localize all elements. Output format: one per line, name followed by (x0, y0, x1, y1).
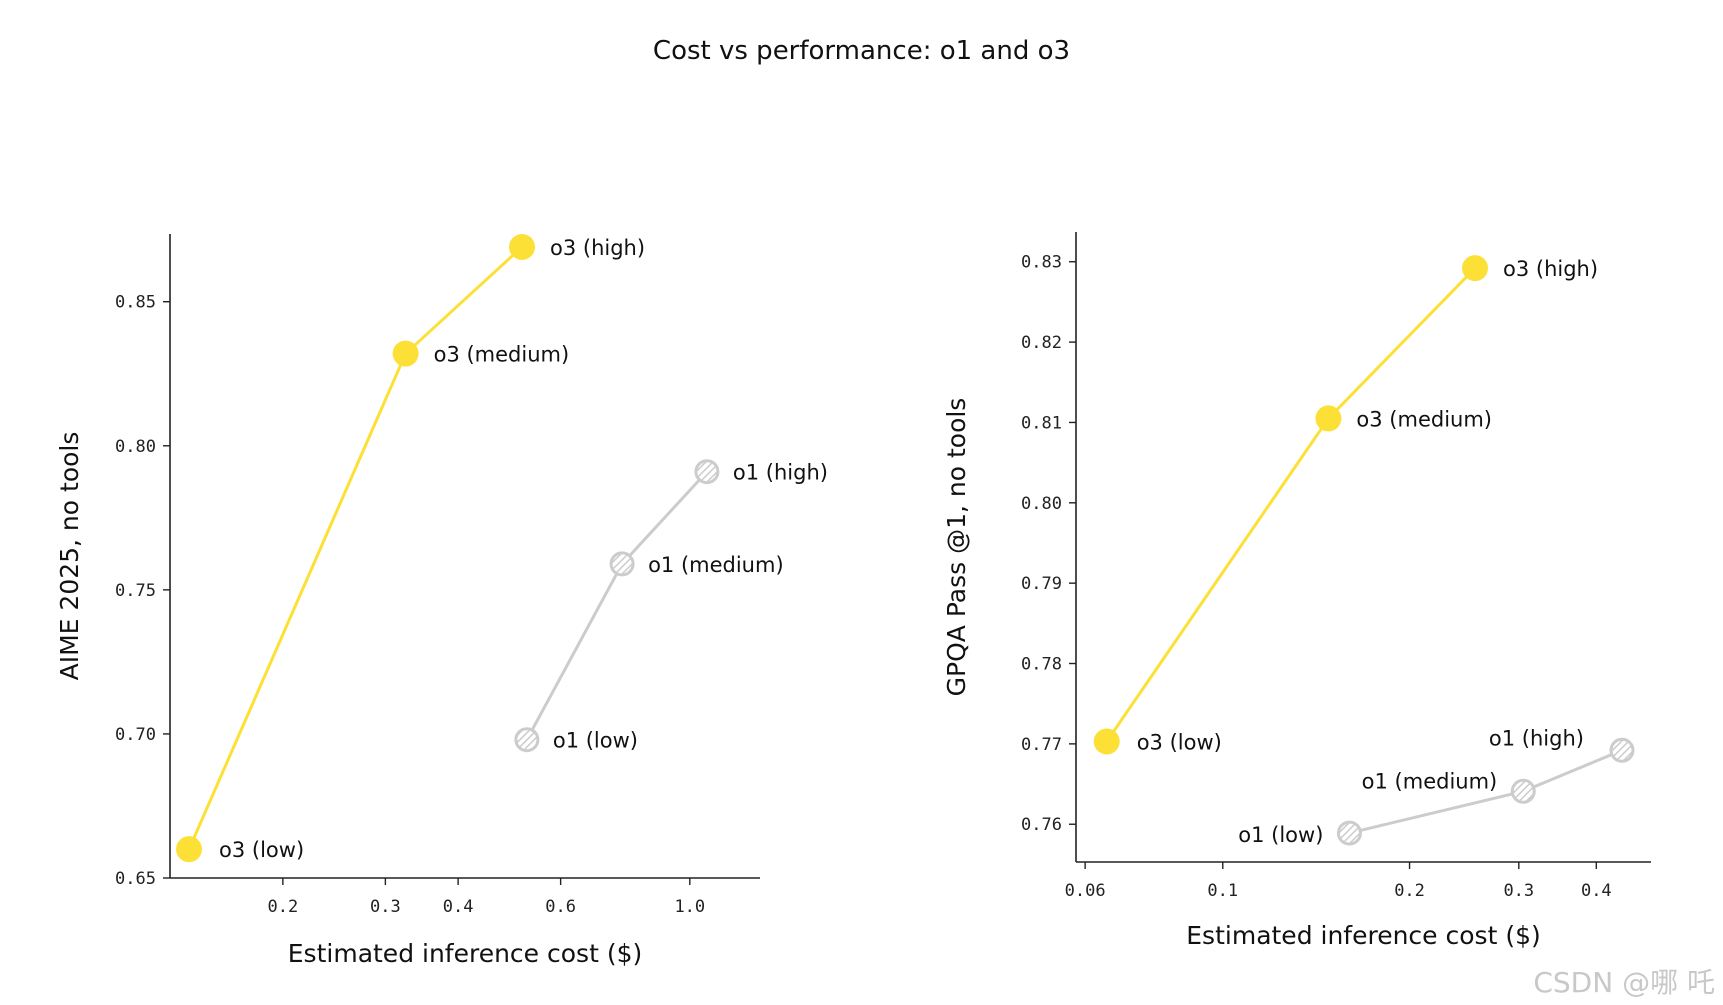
chart-title: Cost vs performance: o1 and o3 (652, 36, 1071, 66)
data-point-label: o3 (medium) (434, 343, 570, 367)
o1-data-point (1609, 737, 1635, 763)
data-point-label: o1 (high) (733, 461, 828, 485)
y-tick-label: 0.80 (115, 437, 156, 457)
data-point-label: o1 (medium) (1362, 769, 1498, 793)
o3-series-line (1105, 267, 1477, 743)
y-tick-label: 0.81 (1021, 413, 1062, 433)
data-point-label: o3 (medium) (1356, 407, 1492, 431)
gpqa-chart-panel: 0.76 0.77 0.78 0.79 0.80 0.81 0.82 0.83 0.06 0.1 0… (942, 232, 1651, 950)
aime-chart-panel: 0.65 0.70 0.75 0.80 0.85 0.2 0.3 0.4 0.6 1.0 Estim… (55, 233, 828, 968)
y-tick-label: 0.80 (1021, 494, 1062, 514)
o3-data-point (1315, 405, 1342, 432)
data-point-label: o1 (medium) (648, 553, 784, 577)
data-point-label: o3 (high) (550, 236, 645, 260)
watermark: CSDN @哪 吒 (1533, 966, 1715, 999)
o3-series-line (187, 245, 524, 850)
y-axis-title: AIME 2025, no tools (55, 432, 84, 681)
data-point-label: o3 (low) (219, 838, 304, 862)
y-tick-label: 0.75 (115, 581, 156, 601)
o1-data-point (609, 551, 635, 577)
data-point-label: o3 (low) (1137, 730, 1222, 754)
o3-data-point (176, 836, 203, 863)
x-tick-label: 0.3 (370, 897, 401, 917)
x-tick-label: 0.3 (1503, 881, 1534, 901)
x-tick-label: 0.06 (1065, 881, 1106, 901)
y-axis-title: GPQA Pass @1, no tools (942, 398, 971, 697)
o1-series-line (525, 470, 709, 741)
o1-data-point (514, 727, 540, 753)
data-point-label: o1 (low) (1238, 823, 1323, 847)
y-tick-label: 0.70 (115, 725, 156, 745)
x-axis-title: Estimated inference cost ($) (288, 939, 642, 968)
y-tick-label: 0.65 (115, 869, 156, 889)
x-tick-label: 0.2 (267, 897, 298, 917)
data-point-label: o1 (low) (553, 729, 638, 753)
x-axis-title: Estimated inference cost ($) (1186, 921, 1540, 950)
x-tick-label: 0.4 (1581, 881, 1612, 901)
y-tick-label: 0.76 (1021, 815, 1062, 835)
o3-data-point (509, 233, 536, 260)
x-tick-label: 0.2 (1394, 881, 1425, 901)
x-tick-label: 0.4 (443, 897, 474, 917)
y-tick-label: 0.78 (1021, 655, 1062, 675)
data-point-label: o3 (high) (1503, 257, 1598, 281)
o3-data-point (1093, 728, 1120, 755)
o3-data-point (392, 340, 419, 367)
y-tick-label: 0.77 (1021, 735, 1062, 755)
y-tick-label: 0.85 (115, 293, 156, 313)
x-tick-label: 0.1 (1207, 881, 1238, 901)
y-tick-label: 0.82 (1021, 333, 1062, 353)
data-point-label: o1 (high) (1489, 726, 1584, 750)
o1-data-point (694, 459, 720, 485)
x-tick-label: 0.6 (545, 897, 576, 917)
x-tick-label: 1.0 (674, 897, 705, 917)
y-tick-label: 0.83 (1021, 253, 1062, 273)
y-tick-label: 0.79 (1021, 574, 1062, 594)
o1-data-point (1510, 778, 1536, 804)
o1-data-point (1336, 820, 1362, 846)
o3-data-point (1462, 255, 1489, 282)
